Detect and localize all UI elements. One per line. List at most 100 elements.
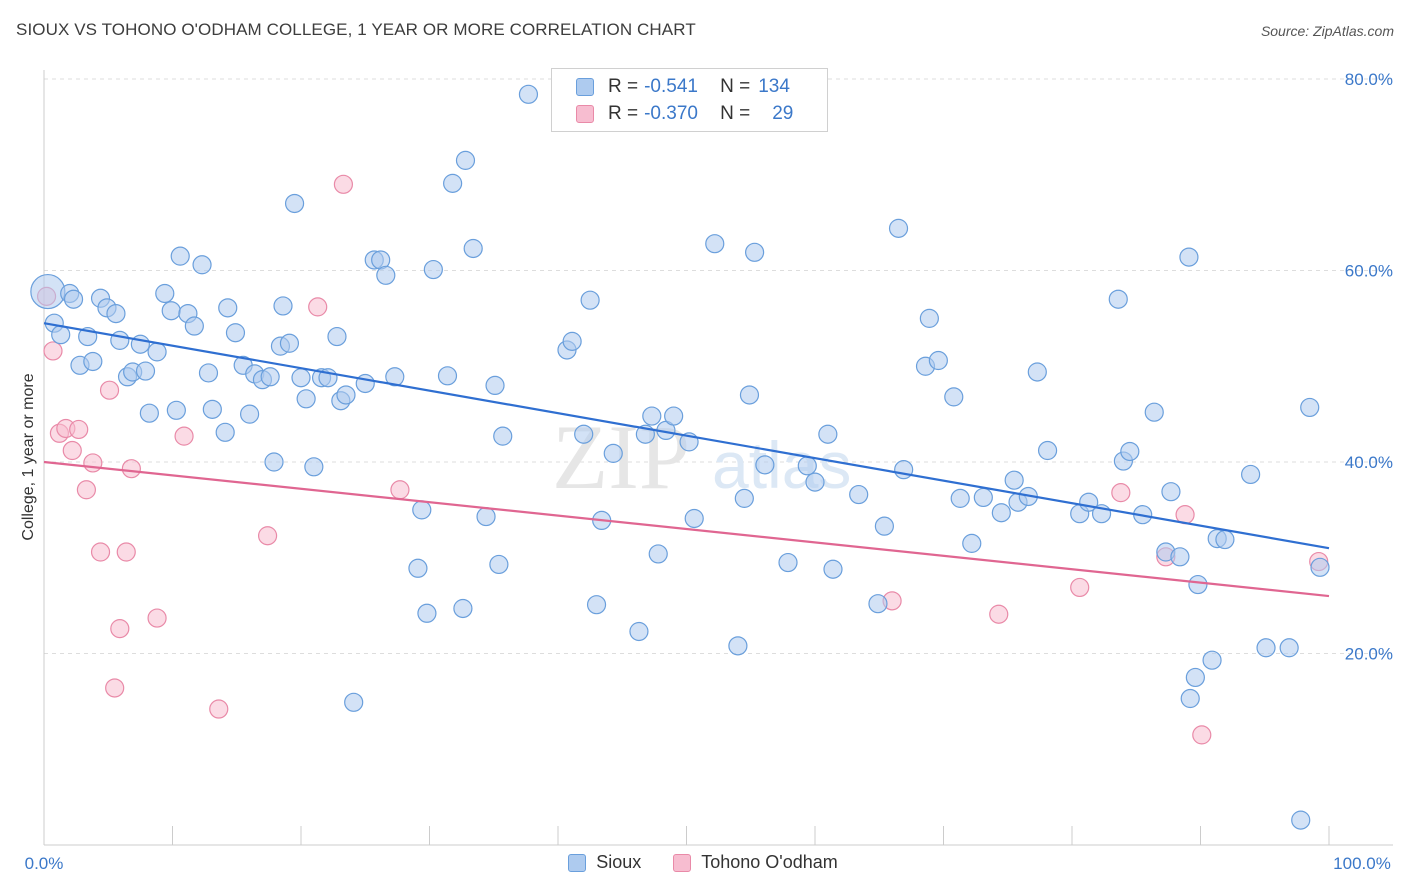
sioux-point (1241, 464, 1261, 485)
sioux-point (1291, 810, 1311, 830)
sioux-point (327, 326, 347, 347)
tohono-point (209, 699, 229, 719)
tohono-point (1192, 725, 1212, 745)
sioux-point (1188, 574, 1208, 595)
tohono-point (1111, 483, 1131, 503)
sioux-point (218, 298, 238, 318)
sioux-point (664, 406, 684, 426)
sioux-point (437, 366, 458, 386)
sioux-point (1300, 397, 1320, 418)
sioux-point (1256, 638, 1276, 658)
sioux-point (1180, 688, 1200, 709)
sioux-point (284, 193, 305, 214)
tohono-point (99, 380, 120, 400)
sioux-point (805, 472, 825, 492)
sioux-point (629, 621, 649, 642)
sioux-point (63, 289, 84, 309)
sioux-point (734, 488, 754, 508)
sioux-point (170, 246, 190, 266)
sioux-point (944, 387, 964, 407)
x-tick-label-max: 100.0% (1333, 854, 1391, 873)
sioux-point (1185, 667, 1205, 688)
tohono-swatch-icon (673, 853, 692, 872)
tohono-point (333, 174, 354, 194)
sioux-point (344, 692, 364, 712)
sioux-point (161, 301, 181, 321)
sioux-swatch-icon (568, 853, 587, 872)
series-legend: Sioux Tohono O'odham (0, 852, 1406, 873)
sioux-point (485, 375, 505, 395)
axes (43, 70, 1393, 846)
tohono-point (1070, 577, 1090, 598)
legend-n-label: N = (720, 76, 751, 97)
legend-r-value-tohono: -0.370 (644, 103, 698, 124)
tohono-point (90, 542, 111, 562)
legend-row-sioux: R = -0.541 N = 134 (576, 75, 790, 99)
legend-n-label: N = (720, 103, 751, 124)
tohono-point (69, 419, 89, 440)
sioux-point (745, 242, 765, 262)
y-tick-labels: 20.0% 40.0% 60.0% 80.0% (1345, 70, 1393, 664)
sioux-point (264, 452, 284, 472)
sioux-point (443, 173, 463, 193)
sioux-point (30, 273, 66, 310)
sioux-point (1170, 547, 1190, 567)
sioux-point (739, 385, 760, 405)
sioux-point (648, 544, 668, 564)
sioux-point (603, 443, 623, 463)
sioux-point (818, 424, 838, 444)
sioux-point (463, 238, 483, 259)
sioux-point (51, 325, 71, 345)
sioux-point (139, 403, 159, 423)
y-tick-label: 40.0% (1345, 453, 1393, 472)
sioux-point (919, 308, 939, 328)
tohono-points (36, 174, 1329, 745)
sioux-point (874, 516, 894, 536)
sioux-point (849, 484, 869, 505)
tohono-point (110, 619, 130, 639)
sioux-point (166, 400, 186, 420)
tohono-point (76, 480, 97, 500)
sioux-point (1279, 638, 1299, 658)
sioux-point (755, 455, 775, 475)
sioux-point (518, 84, 539, 104)
legend-r-label: R = (608, 103, 639, 124)
legend-n-value-sioux: 134 (758, 76, 790, 97)
sioux-point (1202, 650, 1222, 670)
legend-n-value-tohono: 29 (772, 103, 794, 124)
sioux-point (684, 508, 704, 529)
sioux-point (423, 259, 443, 280)
sioux-point (928, 350, 948, 371)
sioux-point (453, 598, 473, 619)
sioux-point (1108, 289, 1128, 309)
sioux-point (991, 503, 1011, 523)
sioux-point (1027, 362, 1047, 382)
sioux-point (198, 363, 219, 383)
sioux-point (894, 460, 914, 480)
sioux-point (147, 342, 167, 362)
sioux-point (1004, 470, 1024, 490)
x-ticks (43, 826, 1330, 845)
sioux-point (797, 456, 817, 476)
tohono-point (116, 542, 136, 562)
sioux-point (580, 290, 600, 310)
correlation-legend: R = -0.541 N = 134 R = -0.370 N = 29 (551, 68, 828, 132)
sioux-point (192, 255, 212, 275)
sioux-point (355, 373, 375, 394)
tohono-point (174, 426, 194, 446)
sioux-point (240, 404, 260, 424)
sioux-point (778, 552, 798, 573)
sioux-point (336, 385, 356, 405)
tohono-point (308, 297, 328, 317)
sioux-point (385, 367, 405, 387)
sioux-point (642, 406, 662, 426)
y-tick-label: 80.0% (1345, 70, 1393, 89)
sioux-point (260, 367, 280, 387)
sioux-point (962, 533, 982, 553)
sioux-point (215, 422, 235, 442)
sioux-point (1310, 557, 1330, 577)
tohono-point (257, 526, 278, 546)
sioux-points (30, 84, 1330, 830)
sioux-point (83, 351, 103, 372)
sioux-point (574, 424, 594, 444)
